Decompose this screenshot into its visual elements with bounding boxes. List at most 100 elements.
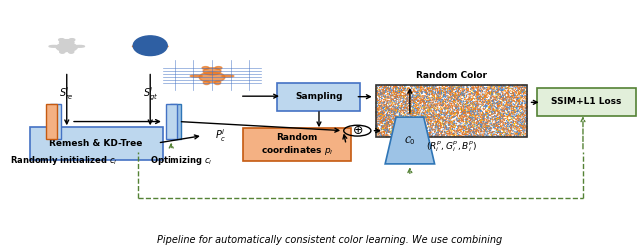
Point <box>434 92 444 96</box>
Point <box>409 95 419 99</box>
Point <box>481 124 492 128</box>
Point <box>476 127 486 131</box>
Point <box>442 134 452 138</box>
Point <box>516 103 527 107</box>
Point <box>486 90 497 94</box>
Point <box>463 83 474 87</box>
Point <box>456 98 466 102</box>
Point <box>428 94 438 98</box>
Point <box>378 88 388 92</box>
Point <box>471 93 481 97</box>
Point <box>481 125 492 129</box>
Point <box>409 127 419 131</box>
Point <box>376 109 387 113</box>
Point <box>424 119 434 123</box>
Point <box>508 105 518 109</box>
Point <box>506 113 516 117</box>
Point <box>403 102 413 106</box>
Point <box>470 84 481 88</box>
Point <box>463 110 474 114</box>
Point <box>380 88 390 92</box>
Point <box>424 132 434 136</box>
Point <box>404 97 414 101</box>
Point <box>468 109 479 113</box>
Point <box>457 88 467 92</box>
Point <box>513 88 524 92</box>
Point <box>422 131 433 135</box>
Point <box>472 101 483 105</box>
Point <box>432 129 442 133</box>
Point <box>392 91 402 95</box>
Point <box>486 91 497 95</box>
Point <box>381 123 391 127</box>
Point <box>377 97 387 101</box>
Point <box>485 105 495 109</box>
Point <box>483 116 493 120</box>
Point <box>377 91 387 95</box>
Point <box>460 125 470 129</box>
Point <box>414 90 424 94</box>
Point <box>515 89 525 93</box>
Point <box>476 90 486 94</box>
Point <box>411 131 421 135</box>
Point <box>424 118 435 122</box>
Point <box>385 123 395 127</box>
Point <box>406 129 417 133</box>
Point <box>434 95 444 99</box>
Point <box>428 84 438 88</box>
Point <box>384 108 394 112</box>
Point <box>491 95 501 99</box>
Point <box>425 116 435 120</box>
Point <box>427 90 437 94</box>
Point <box>396 89 406 93</box>
Point <box>428 111 438 115</box>
Point <box>397 118 408 122</box>
Point <box>438 106 449 110</box>
Point <box>520 87 530 91</box>
Point <box>446 124 456 128</box>
Point <box>473 83 483 87</box>
Point <box>420 103 430 107</box>
Point <box>456 107 467 111</box>
Point <box>485 127 495 131</box>
Point <box>487 110 497 114</box>
Point <box>522 112 532 116</box>
Point <box>502 103 513 107</box>
Point <box>477 96 488 100</box>
Point <box>481 112 492 116</box>
Point <box>448 124 458 128</box>
Point <box>508 92 518 96</box>
Point <box>439 121 449 125</box>
Point <box>507 98 517 102</box>
Point <box>385 115 395 119</box>
Point <box>447 95 457 99</box>
Point <box>497 84 507 88</box>
Point <box>399 88 409 92</box>
Point <box>432 117 442 121</box>
Point <box>466 118 476 122</box>
Point <box>374 108 384 112</box>
Point <box>392 134 403 138</box>
Point <box>403 86 413 90</box>
Circle shape <box>143 40 157 45</box>
Point <box>522 96 532 100</box>
Point <box>436 84 447 88</box>
Point <box>509 106 519 110</box>
Point <box>383 124 393 128</box>
Point <box>379 101 389 105</box>
Point <box>453 88 463 92</box>
Point <box>486 110 497 114</box>
Point <box>440 123 450 127</box>
Point <box>418 129 428 133</box>
Point <box>480 100 490 104</box>
Point <box>483 91 493 95</box>
Point <box>495 130 505 134</box>
Point <box>431 123 441 127</box>
Point <box>444 117 454 121</box>
Point <box>419 134 429 138</box>
Point <box>380 126 390 130</box>
Point <box>520 103 531 107</box>
Point <box>500 94 510 98</box>
Point <box>398 101 408 105</box>
Point <box>520 120 531 124</box>
